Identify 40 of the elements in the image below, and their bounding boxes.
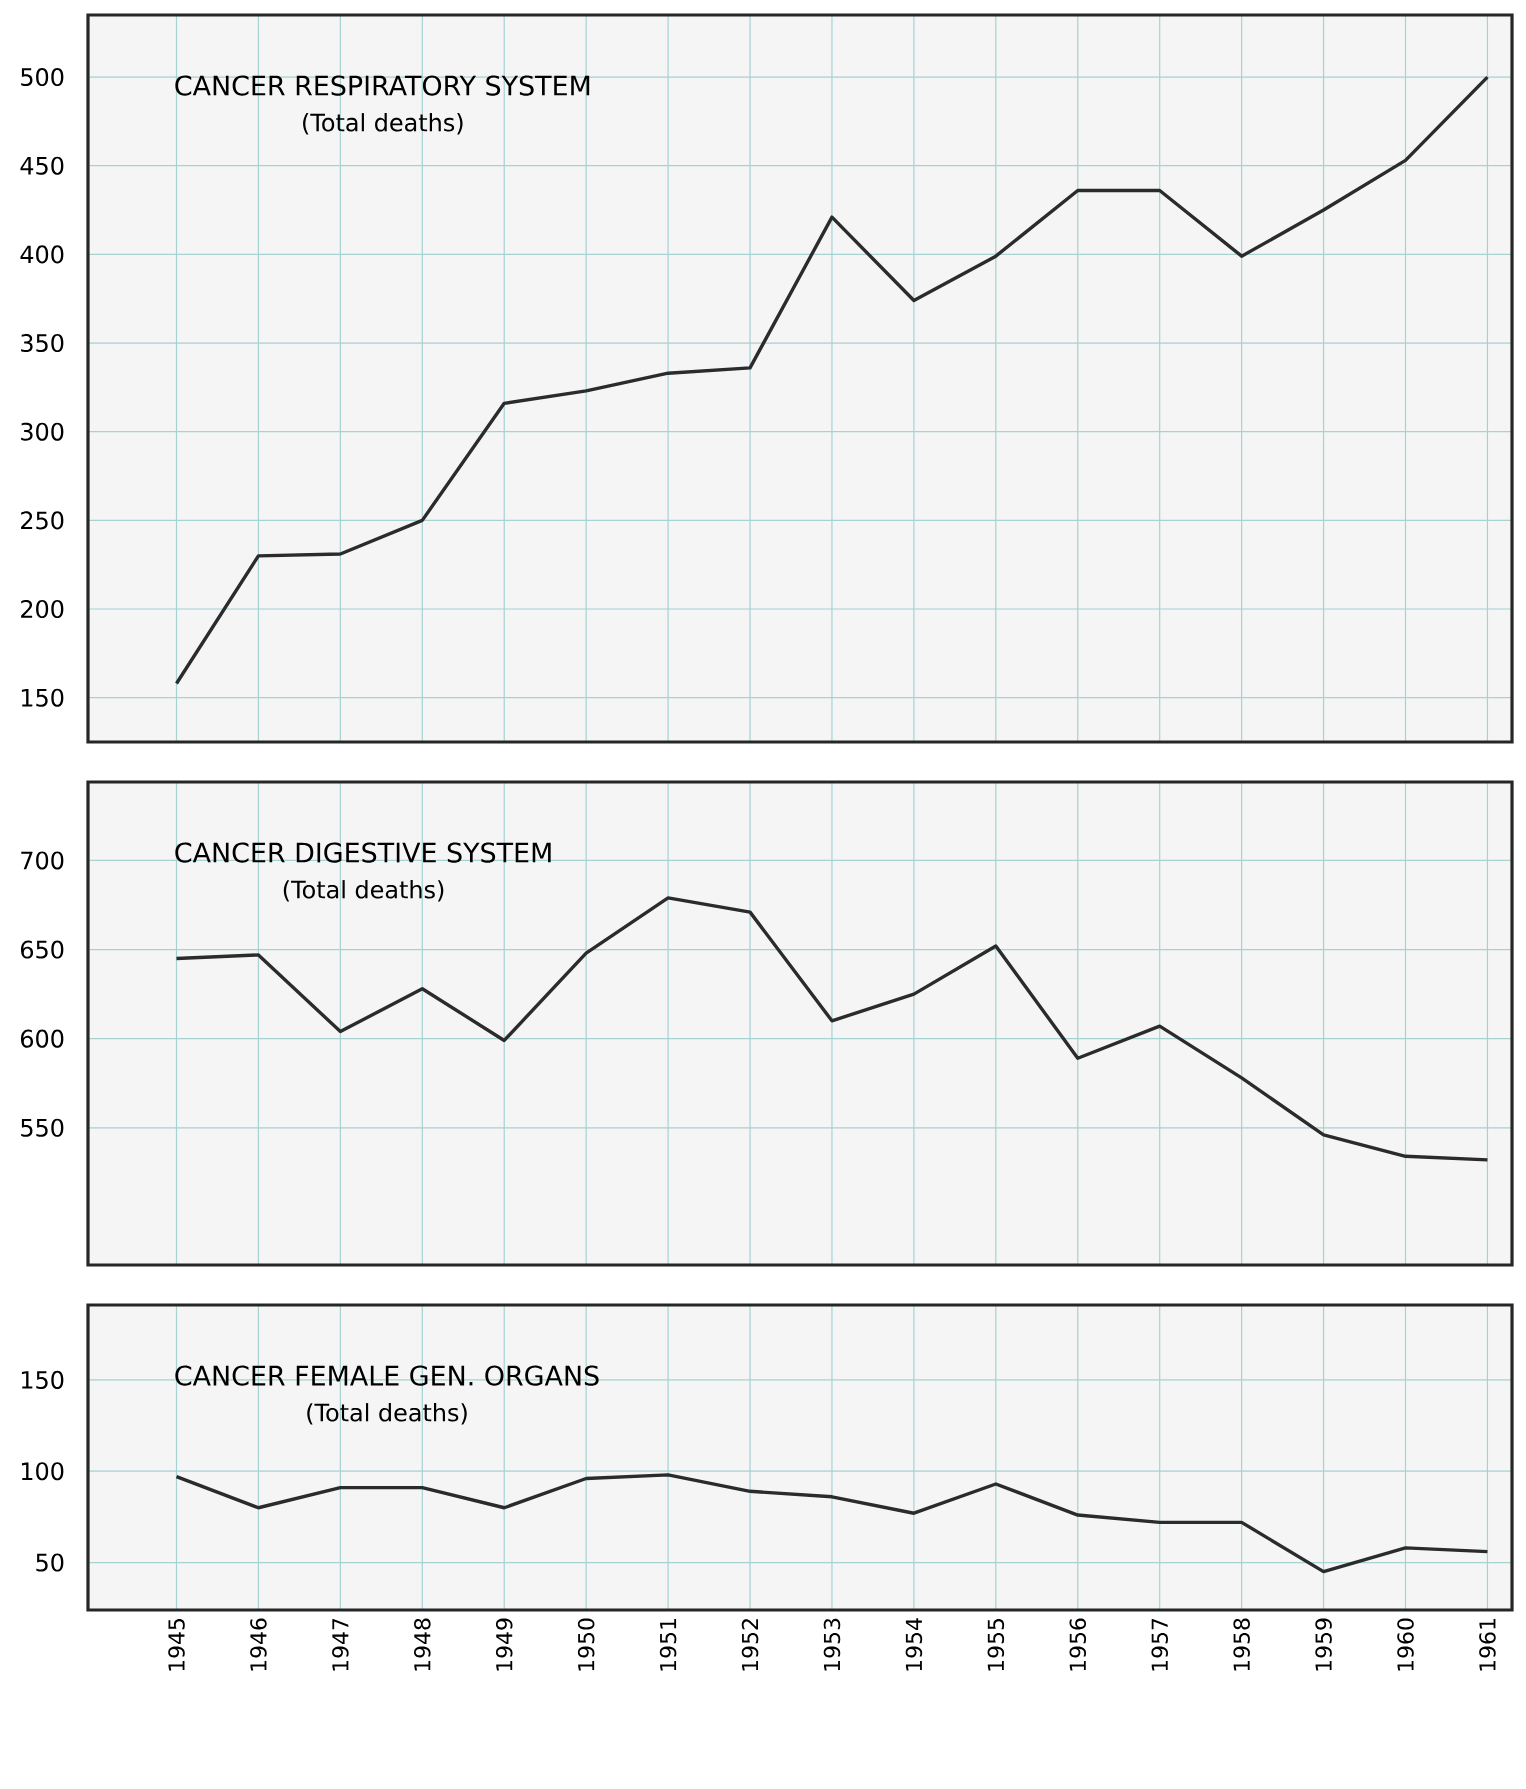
x-tick-label: 1954 xyxy=(905,1618,923,1671)
x-tick-label: 1958 xyxy=(1233,1618,1250,1671)
text: CANCER RESPIRATORY SYSTEM xyxy=(175,75,590,96)
y-tick-label: 250 xyxy=(21,511,64,530)
x-tick-label: 1945 xyxy=(168,1618,185,1671)
y-tick-label: 500 xyxy=(21,68,64,87)
y-tick-label: 150 xyxy=(21,688,64,707)
y-tick-label: 150 xyxy=(21,1370,64,1389)
x-tick-label: 1953 xyxy=(823,1618,841,1671)
line-series xyxy=(174,75,1490,686)
x-tick-label: 1952 xyxy=(741,1619,759,1671)
text: (Total deaths) xyxy=(283,880,444,902)
y-tick-label: 300 xyxy=(21,422,64,441)
text: (Total deaths) xyxy=(303,113,463,135)
x-tick-label: 1950 xyxy=(577,1618,595,1671)
x-tick-label: 1948 xyxy=(414,1618,431,1671)
y-tick-label: 50 xyxy=(36,1553,64,1572)
x-tick-label: 1959 xyxy=(1315,1618,1332,1671)
line-series xyxy=(174,1473,1490,1574)
x-tick-label: 1947 xyxy=(332,1618,349,1671)
x-tick-label: 1951 xyxy=(659,1619,677,1671)
y-tick-label: 700 xyxy=(21,851,64,870)
y-tick-label: 650 xyxy=(20,940,64,959)
x-tick-label: 1956 xyxy=(1069,1618,1087,1671)
text: (Total deaths) xyxy=(307,1403,467,1425)
y-tick-label: 100 xyxy=(21,1462,64,1481)
x-tick-label: 1957 xyxy=(1151,1618,1168,1671)
x-tick-label: 1946 xyxy=(250,1618,267,1671)
x-tick-label: 1955 xyxy=(987,1618,1005,1671)
x-tick-label: 1960 xyxy=(1397,1618,1414,1671)
y-tick-label: 600 xyxy=(20,1029,64,1048)
text: CANCER FEMALE GEN. ORGANS xyxy=(175,1365,599,1386)
y-tick-label: 350 xyxy=(21,333,64,353)
y-tick-label: 400 xyxy=(20,245,64,264)
x-tick-label: 1949 xyxy=(495,1618,513,1671)
text: CANCER DIGESTIVE SYSTEM xyxy=(175,842,551,863)
y-tick-label: 450 xyxy=(20,156,64,175)
y-tick-label: 550 xyxy=(21,1118,64,1137)
y-tick-label: 200 xyxy=(21,599,64,619)
x-tick-label: 1961 xyxy=(1479,1619,1496,1671)
